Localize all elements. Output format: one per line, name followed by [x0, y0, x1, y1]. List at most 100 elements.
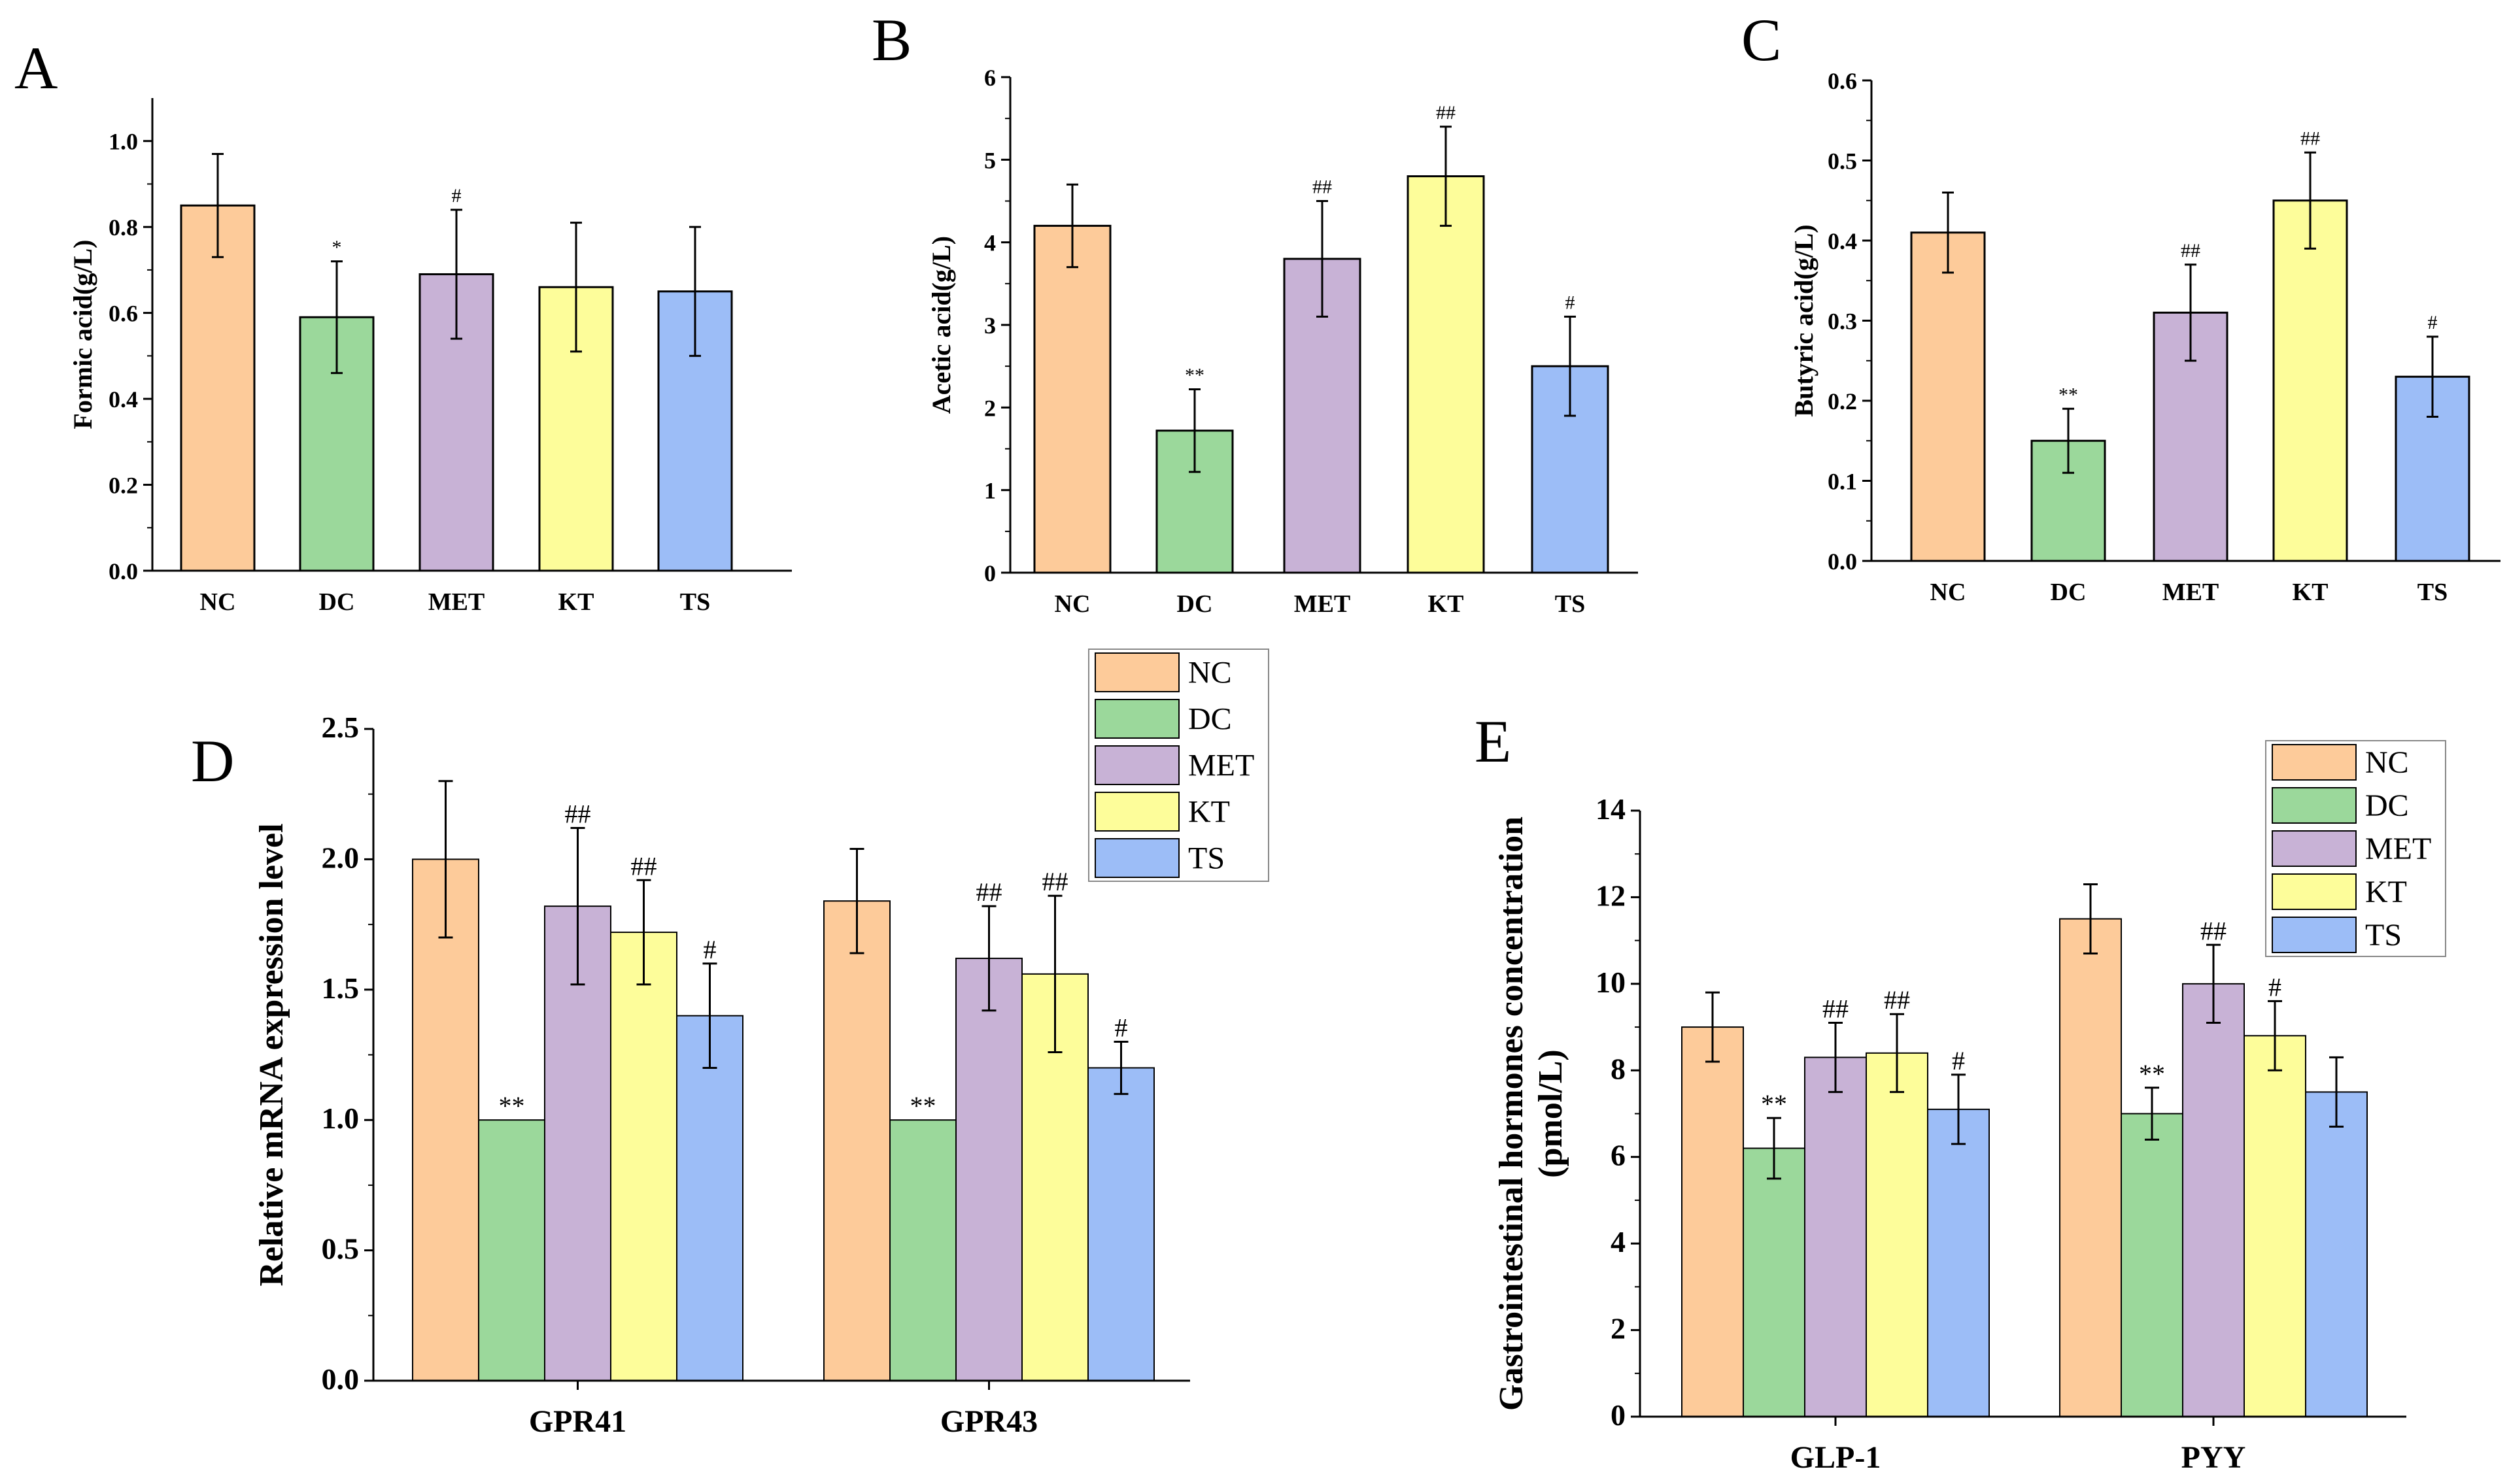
x-tick-label: GPR43	[940, 1404, 1038, 1439]
x-tick-label: GLP-1	[1790, 1440, 1881, 1475]
significance-label: #	[704, 935, 717, 964]
significance-label: #	[2428, 312, 2438, 333]
significance-label: ##	[1884, 985, 1910, 1015]
significance-label: #	[1952, 1046, 1965, 1075]
y-axis-label: Acetic acid(g/L)	[927, 236, 956, 414]
significance-label: #	[2268, 972, 2281, 1002]
x-tick-label: DC	[2051, 579, 2087, 606]
legend-label: DC	[2365, 788, 2409, 823]
legend-label: MET	[1188, 749, 1254, 783]
panel-label: E	[1475, 708, 1511, 775]
bar-kt-gpr41	[610, 932, 677, 1381]
y-tick-label: 8	[1611, 1052, 1626, 1085]
y-tick-label: 1	[984, 478, 996, 504]
y-tick-label: 0.2	[1828, 388, 1857, 414]
x-tick-label: KT	[2293, 579, 2329, 606]
legend-swatch-nc	[2272, 744, 2357, 781]
y-tick-label: 12	[1596, 879, 1626, 912]
y-tick-label: 2.5	[322, 711, 360, 744]
bar-ts-gpr43	[1087, 1067, 1155, 1381]
y-axis-label: Formic acid(g/L)	[68, 240, 97, 430]
x-tick-label: TS	[680, 588, 710, 616]
significance-label: **	[910, 1091, 936, 1121]
significance-label: ##	[2200, 916, 2227, 945]
y-tick-label: 0.5	[1828, 148, 1857, 175]
y-tick-label: 0.2	[109, 473, 138, 499]
y-tick-label: 0.1	[1828, 469, 1857, 495]
y-tick-label: 6	[1611, 1139, 1626, 1172]
bar-met-gpr43	[955, 957, 1023, 1381]
x-tick-label: TS	[1555, 590, 1585, 618]
x-tick-label: DC	[1177, 590, 1213, 618]
bar-kt	[2272, 199, 2348, 562]
significance-label: #	[452, 185, 462, 207]
x-tick-label: TS	[2417, 579, 2448, 606]
y-tick-label: 3	[984, 312, 996, 339]
bar-nc-glp-1	[1681, 1026, 1744, 1417]
legend-swatch-dc	[1095, 699, 1180, 739]
y-tick-label: 4	[984, 230, 996, 256]
legend-label: NC	[2365, 745, 2409, 780]
y-tick-label: 0.0	[1828, 548, 1857, 575]
legend-swatch-nc	[1095, 652, 1180, 692]
y-axis-label: Relative mRNA expression level	[253, 823, 290, 1286]
legend-swatch-ts	[1095, 838, 1180, 878]
y-tick-label: 1.5	[322, 971, 360, 1005]
x-tick-label: NC	[1930, 579, 1966, 606]
bar-met-glp-1	[1804, 1056, 1867, 1417]
x-tick-label: MET	[1294, 590, 1351, 618]
y-tick-label: 0	[1611, 1398, 1626, 1432]
chart-panel-a: NC * DC # MET KT TS 0.0 0.2 0.4 0.6 0.8 1.0 A Formic a…	[14, 35, 792, 616]
y-tick-label: 0	[984, 560, 996, 586]
x-tick-label: MET	[2162, 579, 2219, 606]
legend-swatch-kt	[2272, 873, 2357, 910]
y-tick-label: 5	[984, 147, 996, 173]
x-tick-label: NC	[200, 588, 236, 616]
y-tick-label: 0.4	[109, 386, 138, 413]
legend-label: TS	[2365, 918, 2402, 953]
significance-label: **	[499, 1091, 525, 1121]
significance-label: **	[2139, 1059, 2165, 1088]
x-tick-label: DC	[319, 588, 355, 616]
significance-label: ##	[1042, 867, 1068, 896]
x-tick-label: KT	[558, 588, 594, 616]
bar-ts-pyy	[2305, 1091, 2368, 1417]
panel-label: C	[1741, 7, 1781, 73]
significance-label: ##	[631, 851, 657, 881]
legend-swatch-met	[2272, 830, 2357, 867]
x-tick-label: KT	[1428, 590, 1464, 618]
y-axis-label: Gastrointestinal hormones concentration	[1493, 817, 1530, 1411]
y-tick-label: 4	[1611, 1225, 1626, 1258]
significance-label: **	[2058, 384, 2078, 405]
significance-label: ##	[1312, 177, 1332, 198]
legend-swatch-met	[1095, 745, 1180, 785]
bar-kt-pyy	[2244, 1035, 2306, 1418]
significance-label: **	[1761, 1089, 1787, 1119]
bar-nc-gpr41	[412, 858, 479, 1381]
chart-panel-e: **## ###GLP-1**###PYY02468101214EGastroin…	[1475, 708, 2446, 1475]
y-tick-label: 0.0	[322, 1362, 360, 1396]
significance-label: ##	[565, 800, 591, 829]
legend-label: MET	[2365, 832, 2431, 866]
y-tick-label: 14	[1596, 792, 1626, 826]
legend-swatch-ts	[2272, 917, 2357, 953]
y-tick-label: 2	[1611, 1312, 1626, 1345]
bar-met-pyy	[2182, 983, 2245, 1418]
x-tick-label: MET	[428, 588, 485, 616]
bar-ts-glp-1	[1927, 1108, 1990, 1417]
bar-kt-glp-1	[1866, 1052, 1928, 1418]
bar-dc-gpr43	[889, 1119, 957, 1381]
y-tick-label: 0.6	[1828, 68, 1857, 94]
bar-nc-pyy	[2059, 918, 2122, 1418]
legend: NC DC MET KT TS	[1088, 649, 1269, 882]
y-tick-label: 10	[1596, 966, 1626, 999]
legend-label: KT	[1188, 795, 1230, 830]
bar-nc	[1033, 224, 1112, 574]
legend: NC DC MET KT TS	[2265, 740, 2446, 957]
panel-label: B	[872, 7, 912, 73]
chart-panel-d: **#####GPR41**## ###GPR430.00.51.01.52.02…	[191, 649, 1269, 1439]
significance-label: ##	[976, 877, 1002, 907]
panel-label: A	[14, 35, 58, 101]
significance-label: *	[332, 237, 342, 258]
chart-panel-c: NC ** DC ## MET ## KT # TS 0.0 0.1 0.2 0.3 0.4 0.5 0.6 C…	[1741, 7, 2500, 606]
